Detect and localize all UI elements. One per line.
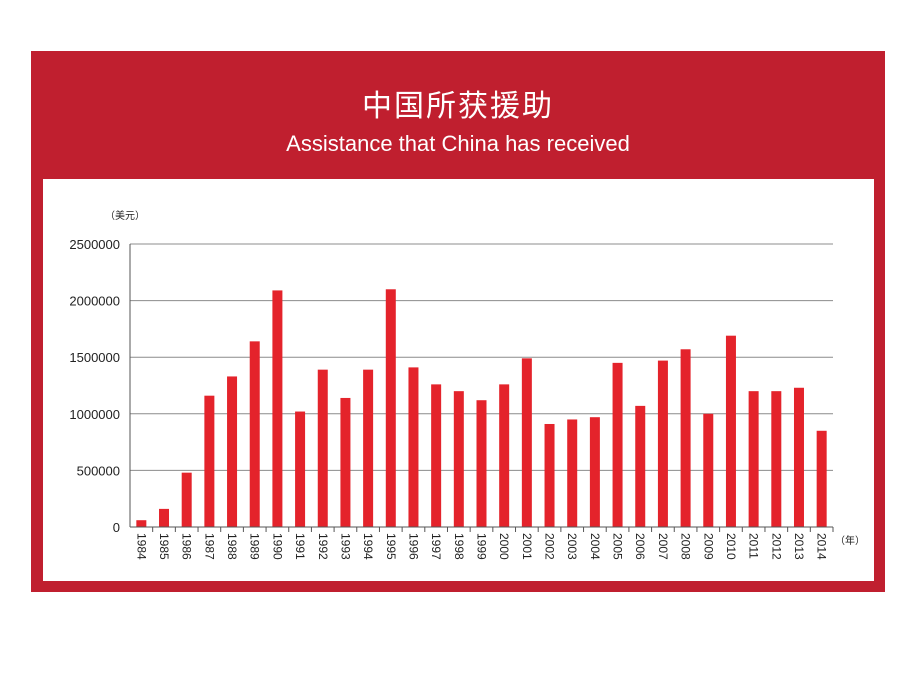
x-tick-label: 2001 <box>520 533 534 560</box>
x-tick-label: 1989 <box>248 533 262 560</box>
x-tick-label: 1984 <box>134 533 148 560</box>
bar-2013 <box>793 387 804 527</box>
bar-2009 <box>703 413 714 527</box>
x-tick-label: 1996 <box>406 533 420 560</box>
bar-1988 <box>227 376 238 527</box>
x-tick-label: 2003 <box>565 533 579 560</box>
x-tick-label: 1987 <box>202 533 216 560</box>
x-tick-label: 1991 <box>293 533 307 560</box>
x-tick-label: 2010 <box>724 533 738 560</box>
bars <box>136 289 827 527</box>
x-tick-label: 1990 <box>270 533 284 560</box>
y-tick-label: 0 <box>113 520 120 535</box>
x-tick-label: 1992 <box>316 533 330 560</box>
x-tick-label: 1986 <box>180 533 194 560</box>
bar-1996 <box>408 367 419 527</box>
bar-1991 <box>295 411 306 527</box>
bar-2010 <box>725 335 736 527</box>
x-tick-label: 2006 <box>633 533 647 560</box>
x-tick-label: 2008 <box>679 533 693 560</box>
x-tick-label: 2005 <box>611 533 625 560</box>
bar-2002 <box>544 423 555 527</box>
bar-1995 <box>385 289 396 527</box>
bar-1990 <box>272 290 283 527</box>
x-tick-label: 1985 <box>157 533 171 560</box>
axes: 0 500000 1000000 1500000 2000000 2500000 1984 1… <box>69 237 834 560</box>
x-tick-label: 1988 <box>225 533 239 560</box>
x-tick-label: 2014 <box>815 533 829 560</box>
y-tick-label: 1000000 <box>69 407 120 422</box>
bar-1985 <box>159 508 170 527</box>
y-tick-label: 2000000 <box>69 294 120 309</box>
x-tick-label: 2002 <box>543 533 557 560</box>
bar-2004 <box>589 417 600 527</box>
bar-1999 <box>476 400 487 527</box>
x-tick-label: 2013 <box>792 533 806 560</box>
x-tick-label: 2012 <box>769 533 783 560</box>
y-tick-label: 1500000 <box>69 350 120 365</box>
chart-title: 中国所获援助 <box>362 90 554 123</box>
x-axis-unit-label: （年） <box>835 534 865 547</box>
y-axis-unit-label: （美元） <box>105 209 145 222</box>
bar-1992 <box>317 369 328 527</box>
x-tick-label: 2007 <box>656 533 670 560</box>
x-tick-label: 2004 <box>588 533 602 560</box>
bar-2012 <box>771 391 782 527</box>
bar-1989 <box>249 341 260 527</box>
bar-2000 <box>499 384 510 527</box>
x-tick-label: 1997 <box>429 533 443 560</box>
bar-chart: 0 500000 1000000 1500000 2000000 2500000 1984 1… <box>69 209 865 560</box>
x-tick-label: 2009 <box>701 533 715 560</box>
chart-frame: 中国所获援助 Assistance that China has receive… <box>31 51 885 592</box>
bar-1997 <box>431 384 442 527</box>
x-tick-label: 1998 <box>452 533 466 560</box>
grid-lines <box>130 243 833 471</box>
x-tick-label: 1995 <box>384 533 398 560</box>
bar-2005 <box>612 362 623 527</box>
bar-1986 <box>181 472 192 527</box>
x-tick-label: 1999 <box>475 533 489 560</box>
bar-2006 <box>635 405 646 527</box>
bar-2008 <box>680 349 691 527</box>
bar-2011 <box>748 391 759 527</box>
bar-2001 <box>521 358 532 527</box>
x-tick-label: 1994 <box>361 533 375 560</box>
bar-2007 <box>657 360 668 527</box>
bar-2003 <box>567 419 578 527</box>
x-tick-label: 1993 <box>338 533 352 560</box>
x-tick-label: 2011 <box>747 533 761 559</box>
y-tick-label: 500000 <box>77 463 120 478</box>
x-tick-label: 2000 <box>497 533 511 560</box>
bar-1993 <box>340 397 351 527</box>
bar-2014 <box>816 430 827 527</box>
chart-subtitle: Assistance that China has received <box>286 131 630 156</box>
bar-1998 <box>453 391 464 527</box>
chart-panel: 0 500000 1000000 1500000 2000000 2500000 1984 1… <box>43 179 874 581</box>
bar-1987 <box>204 395 215 527</box>
y-tick-label: 2500000 <box>69 237 120 252</box>
bar-1984 <box>136 520 147 527</box>
bar-1994 <box>363 369 374 527</box>
